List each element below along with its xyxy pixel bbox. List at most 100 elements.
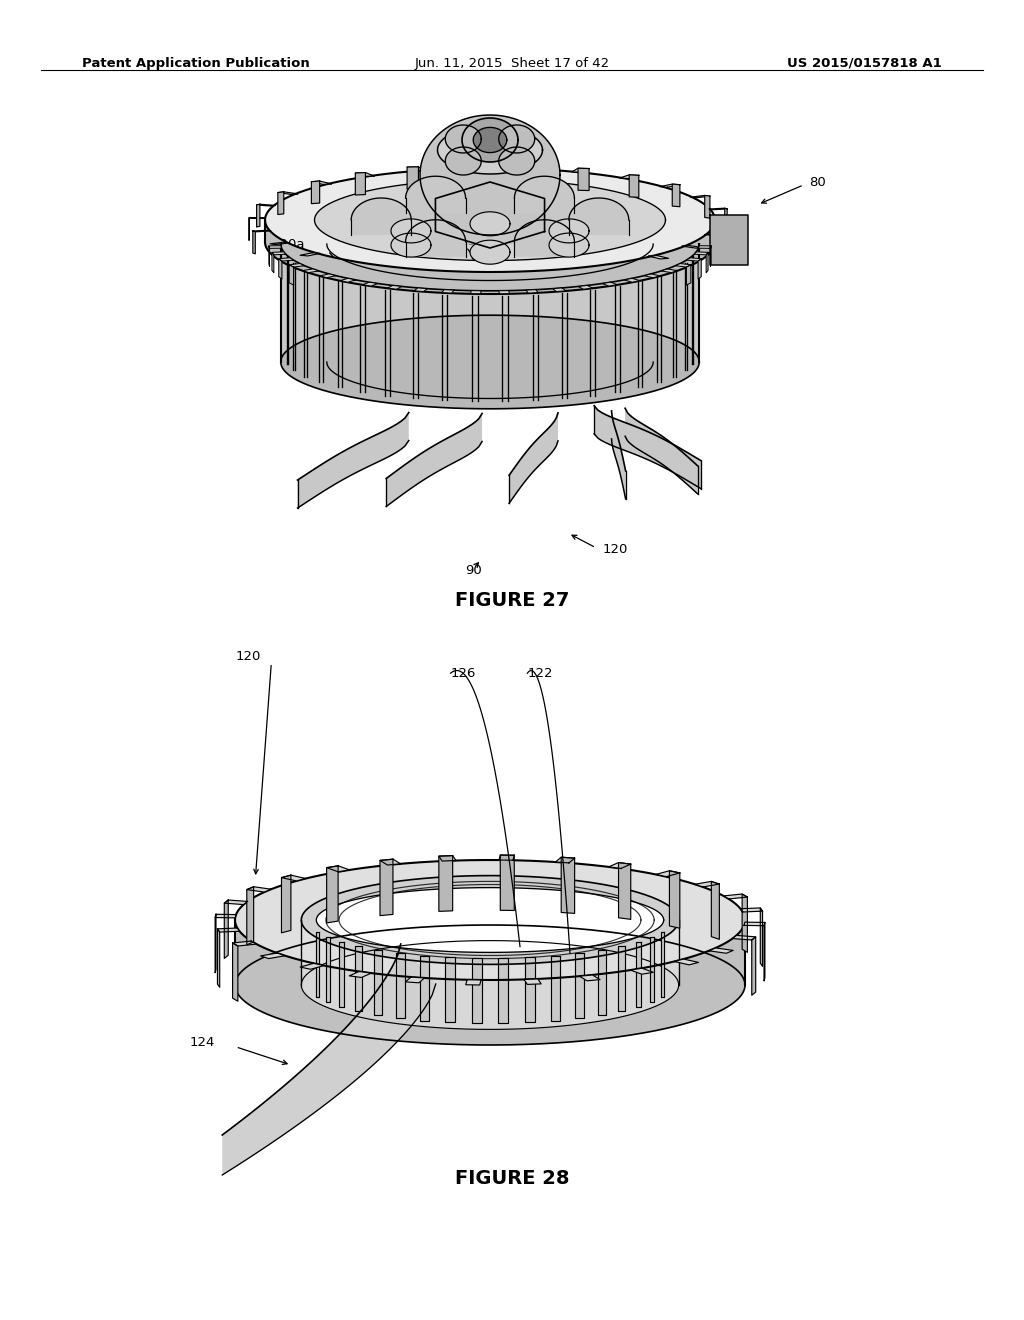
Polygon shape (278, 191, 298, 194)
Polygon shape (618, 862, 631, 919)
Polygon shape (408, 166, 424, 170)
Polygon shape (247, 887, 271, 892)
Polygon shape (650, 937, 654, 1002)
Polygon shape (710, 215, 748, 265)
Polygon shape (445, 147, 481, 176)
Polygon shape (522, 165, 534, 186)
Text: 80: 80 (809, 176, 825, 189)
Polygon shape (705, 195, 710, 218)
Polygon shape (752, 937, 756, 995)
Polygon shape (414, 288, 427, 292)
Polygon shape (631, 969, 653, 974)
Polygon shape (406, 177, 466, 214)
Polygon shape (690, 195, 710, 198)
Polygon shape (408, 166, 419, 189)
Polygon shape (629, 174, 639, 198)
Polygon shape (720, 235, 723, 257)
Polygon shape (278, 191, 284, 215)
Polygon shape (349, 972, 372, 978)
Polygon shape (326, 937, 330, 1002)
Polygon shape (509, 413, 558, 503)
Polygon shape (636, 942, 641, 1007)
Text: 118: 118 (451, 235, 476, 248)
Polygon shape (327, 866, 338, 923)
Text: Jun. 11, 2015  Sheet 17 of 42: Jun. 11, 2015 Sheet 17 of 42 (415, 57, 609, 70)
Text: 120: 120 (236, 649, 261, 663)
Polygon shape (279, 257, 293, 261)
Polygon shape (387, 285, 401, 289)
Polygon shape (470, 211, 510, 236)
Polygon shape (355, 173, 374, 177)
Polygon shape (234, 920, 745, 1045)
Polygon shape (618, 946, 625, 1011)
Polygon shape (644, 273, 659, 277)
Polygon shape (445, 125, 481, 153)
Polygon shape (253, 230, 271, 232)
Polygon shape (391, 219, 431, 243)
Polygon shape (499, 855, 514, 861)
Polygon shape (215, 915, 236, 917)
Polygon shape (253, 231, 255, 253)
Polygon shape (355, 946, 361, 1011)
Polygon shape (224, 900, 248, 904)
Polygon shape (236, 861, 745, 979)
Polygon shape (707, 252, 708, 273)
Text: 90: 90 (465, 564, 481, 577)
Polygon shape (656, 871, 680, 876)
Polygon shape (568, 198, 629, 235)
Polygon shape (232, 941, 256, 946)
Polygon shape (314, 180, 666, 260)
Polygon shape (282, 875, 291, 933)
Polygon shape (470, 240, 510, 264)
Polygon shape (316, 932, 319, 997)
Polygon shape (687, 257, 701, 261)
Polygon shape (464, 164, 477, 168)
Polygon shape (265, 168, 715, 272)
Text: 120a: 120a (271, 238, 305, 251)
Polygon shape (396, 953, 404, 1018)
Polygon shape (698, 246, 711, 248)
Polygon shape (742, 894, 748, 952)
Polygon shape (217, 928, 240, 932)
Polygon shape (437, 125, 543, 174)
Polygon shape (445, 957, 455, 1023)
Text: FIGURE 27: FIGURE 27 (455, 591, 569, 610)
Polygon shape (382, 195, 598, 246)
Polygon shape (499, 958, 508, 1023)
Polygon shape (682, 246, 702, 248)
Polygon shape (525, 957, 535, 1023)
Polygon shape (724, 894, 748, 899)
Text: 122: 122 (527, 667, 553, 680)
Polygon shape (519, 165, 534, 169)
Polygon shape (391, 234, 431, 257)
Polygon shape (578, 168, 589, 190)
Polygon shape (501, 855, 514, 911)
Polygon shape (709, 209, 727, 210)
Polygon shape (355, 173, 366, 195)
Polygon shape (257, 205, 260, 227)
Polygon shape (676, 264, 691, 267)
Polygon shape (406, 977, 425, 983)
Polygon shape (442, 289, 454, 293)
Polygon shape (340, 279, 355, 282)
Polygon shape (695, 882, 719, 887)
Text: US 2015/0157818 A1: US 2015/0157818 A1 (787, 57, 942, 70)
Polygon shape (473, 128, 507, 153)
Polygon shape (744, 923, 765, 925)
Polygon shape (420, 956, 429, 1020)
Polygon shape (732, 936, 756, 940)
Polygon shape (672, 183, 680, 207)
Polygon shape (580, 975, 600, 981)
Text: FIGURE 28: FIGURE 28 (455, 1170, 569, 1188)
Polygon shape (670, 871, 680, 928)
Polygon shape (281, 244, 699, 409)
Polygon shape (549, 219, 589, 243)
Polygon shape (514, 220, 574, 257)
Polygon shape (362, 282, 378, 286)
Polygon shape (224, 900, 228, 958)
Text: 124: 124 (189, 1036, 215, 1049)
Polygon shape (300, 252, 321, 256)
Polygon shape (281, 315, 699, 409)
Polygon shape (466, 979, 481, 985)
Polygon shape (499, 125, 535, 153)
